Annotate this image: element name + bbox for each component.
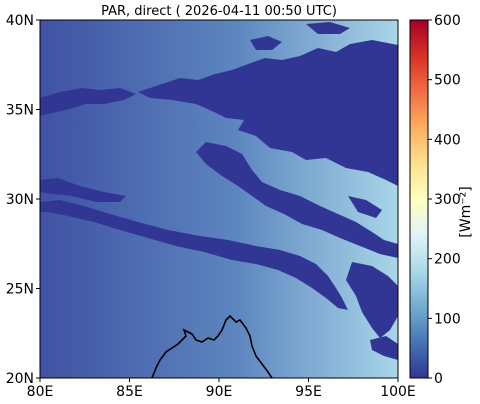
colorbar-tick-label: 100: [434, 311, 461, 327]
colorbar-tick-label: 400: [434, 132, 461, 148]
longitude-axis: 80E 85E 90E 95E 100E: [27, 378, 416, 400]
colorbar-tick-label: 200: [434, 252, 461, 268]
lon-tick-label: 100E: [380, 384, 416, 400]
cloud-patch-far-right: [384, 148, 398, 170]
lon-tick-label: 80E: [27, 384, 54, 400]
latitude-axis: 20N 25N 30N 35N 40N: [6, 13, 40, 387]
colorbar-tick-label: 500: [434, 73, 461, 89]
cloud-band-upper-left: [40, 88, 136, 116]
colorbar-tick-label: 0: [434, 371, 443, 387]
lon-tick-label: 90E: [206, 384, 233, 400]
cloud-band-south: [40, 200, 348, 310]
lat-tick-label: 35N: [6, 103, 34, 119]
cloud-band-middle: [196, 142, 398, 258]
colorbar-tick-label: 600: [434, 13, 461, 29]
lat-tick-label: 40N: [6, 13, 34, 29]
lat-tick-label: 25N: [6, 282, 34, 298]
cloud-patch-east: [346, 262, 398, 338]
cloud-streak-west-upper: [40, 178, 126, 202]
coastline: [151, 314, 273, 378]
lat-tick-label: 30N: [6, 192, 34, 208]
map-panel: [40, 20, 398, 378]
colorbar-ticks: 0 100 200 300 400 500 600: [428, 13, 461, 387]
lon-tick-label: 85E: [116, 384, 143, 400]
colorbar: 0 100 200 300 400 500 600 [Wm⁻²]: [409, 13, 474, 387]
map-title: PAR, direct ( 2026-04-11 00:50 UTC): [101, 4, 337, 19]
cloud-patch-southeast: [370, 336, 398, 360]
lon-tick-label: 95E: [295, 384, 322, 400]
lat-tick-label: 20N: [6, 371, 34, 387]
colorbar-label: [Wm⁻²]: [458, 186, 474, 237]
colorbar-tick-label: 300: [434, 192, 461, 208]
cloud-band-north: [138, 40, 398, 186]
cloud-patch-mid-east: [348, 196, 382, 218]
cloud-mask: [40, 22, 398, 360]
cloud-patch-top-right: [306, 22, 350, 34]
colorbar-scale: [409, 19, 429, 379]
cloud-patch-top-center: [250, 36, 282, 50]
